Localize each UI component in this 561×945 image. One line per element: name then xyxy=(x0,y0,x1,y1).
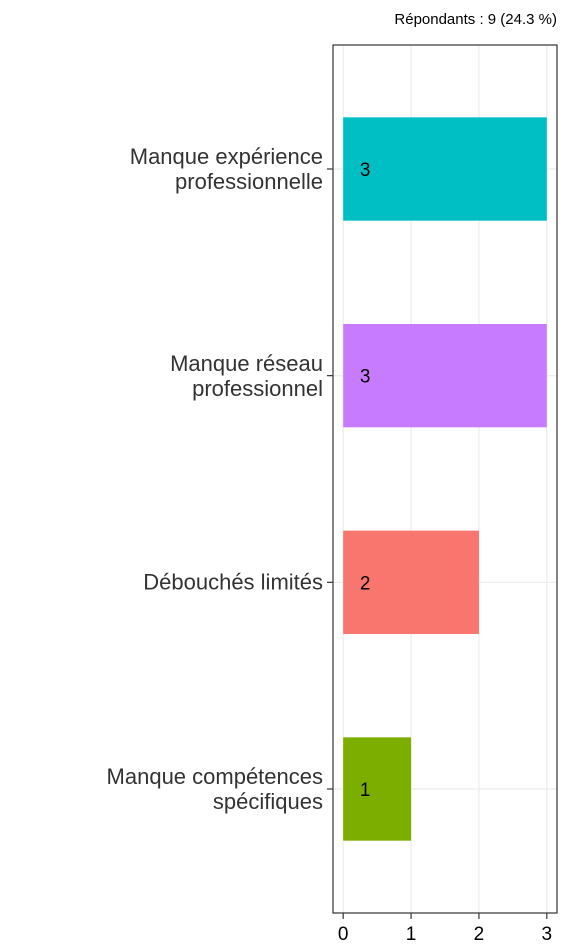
data-label: 1 xyxy=(360,780,371,801)
x-tick-label: 0 xyxy=(338,924,349,945)
y-tick-label: Manque compétences spécifiques xyxy=(106,764,323,814)
bar xyxy=(343,530,479,634)
x-tick-label: 2 xyxy=(474,924,485,945)
bar xyxy=(343,324,547,428)
data-label: 3 xyxy=(360,160,371,181)
data-label: 3 xyxy=(360,367,371,388)
subtitle: Répondants : 9 (24.3 %) xyxy=(394,11,557,28)
y-tick-label: Manque réseau professionnel xyxy=(170,350,323,401)
y-tick-label: Débouchés limités xyxy=(143,569,323,595)
x-tick-label: 3 xyxy=(542,924,553,945)
y-tick-label: Manque expérience professionnelle xyxy=(129,144,323,194)
bar xyxy=(343,117,547,221)
x-tick-label: 1 xyxy=(406,924,417,945)
data-label: 2 xyxy=(360,573,371,594)
panel-border xyxy=(332,44,558,914)
bar xyxy=(343,737,412,841)
